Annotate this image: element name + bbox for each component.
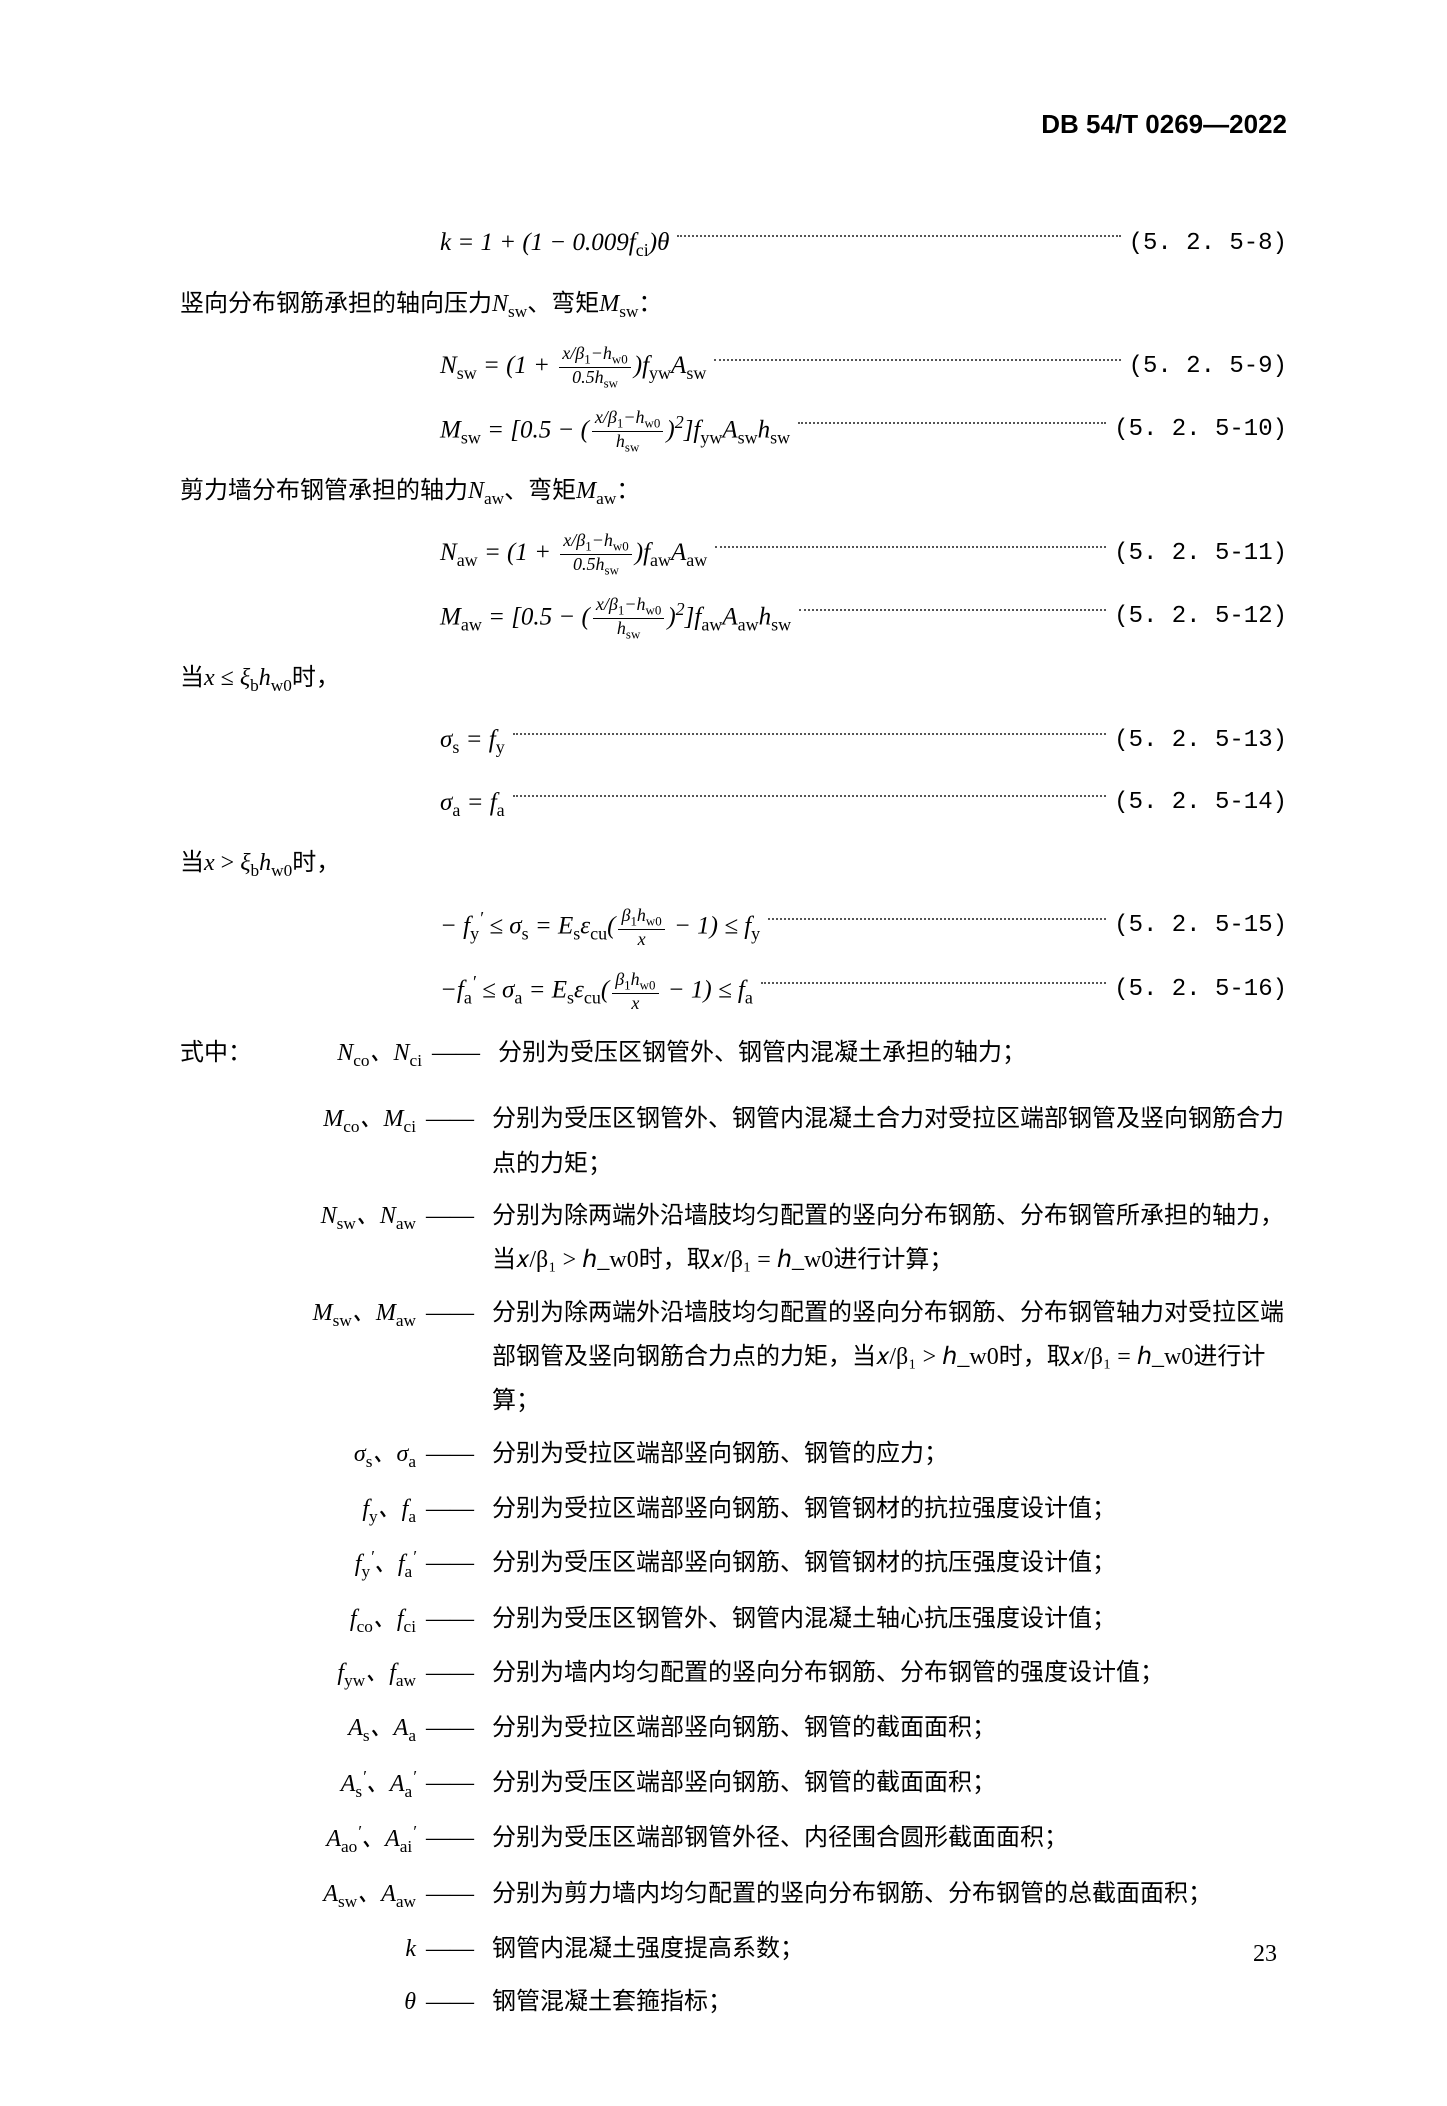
definition-intro-row: 式中： Nco、Nci —— 分别为受压区钢管外、钢管内混凝土承担的轴力； <box>180 1031 1287 1078</box>
paragraph: 当x ≤ ξbhw0时， <box>180 656 1287 703</box>
equation-row: σs = fy (5. 2. 5-13) <box>180 716 1287 764</box>
definition-text: 分别为受压区钢管外、钢管内混凝土承担的轴力； <box>498 1031 1287 1078</box>
doc-header: DB 54/T 0269—2022 <box>180 100 1287 149</box>
definition-text: 分别为受压区钢管外、钢管内混凝土合力对受拉区端部钢管及竖向钢筋合力点的力矩； <box>492 1097 1287 1186</box>
definition-text: 分别为剪力墙内均匀配置的竖向分布钢筋、分布钢管的总截面面积； <box>492 1872 1287 1919</box>
definition-symbol: As、Aa <box>180 1706 420 1753</box>
equation-formula: σa = fa <box>440 779 505 827</box>
definition-text: 分别为受拉区端部竖向钢筋、钢管的应力； <box>492 1432 1287 1479</box>
definition-text: 分别为受拉区端部竖向钢筋、钢管钢材的抗拉强度设计值； <box>492 1487 1287 1534</box>
definition-dash: —— <box>426 1291 486 1424</box>
definition-symbol: fco、fci <box>180 1597 420 1644</box>
definition-symbol: θ <box>180 1980 420 2026</box>
equation-row: − fy′ ≤ σs = Esεcu(β1hw0x − 1) ≤ fy (5. … <box>180 901 1287 951</box>
equation-formula: k = 1 + (1 − 0.009fci)θ <box>440 219 669 267</box>
definition-dash: —— <box>426 1761 486 1809</box>
equation-row: Maw = [0.5 − (x/β1−hw0hsw)2]fawAawhsw (5… <box>180 592 1287 642</box>
page-number: 23 <box>1253 1932 1277 1978</box>
definition-grid: Mco、Mci——分别为受压区钢管外、钢管内混凝土合力对受拉区端部钢管及竖向钢筋… <box>180 1097 1287 2026</box>
equation-number: (5. 2. 5-8) <box>1129 221 1287 267</box>
equation-number: (5. 2. 5-11) <box>1114 531 1287 577</box>
equation-formula: σs = fy <box>440 716 505 764</box>
definition-dash: —— <box>426 1541 486 1589</box>
definition-text: 分别为墙内均匀配置的竖向分布钢筋、分布钢管的强度设计值； <box>492 1651 1287 1698</box>
equation-row: Msw = [0.5 − (x/β1−hw0hsw)2]fywAswhsw (5… <box>180 405 1287 455</box>
definition-dash: —— <box>426 1872 486 1919</box>
equation-number: (5. 2. 5-14) <box>1114 780 1287 826</box>
equation-number: (5. 2. 5-12) <box>1114 594 1287 640</box>
definition-dash: —— <box>426 1816 486 1864</box>
definition-dash: —— <box>426 1651 486 1698</box>
equation-row: σa = fa (5. 2. 5-14) <box>180 779 1287 827</box>
definition-text: 分别为受拉区端部竖向钢筋、钢管的截面面积； <box>492 1706 1287 1753</box>
leader-dots <box>715 546 1106 548</box>
equation-row: Nsw = (1 + x/β1−hw00.5hsw)fywAsw (5. 2. … <box>180 342 1287 391</box>
equation-formula: Nsw = (1 + x/β1−hw00.5hsw)fywAsw <box>440 342 706 391</box>
definition-dash: —— <box>426 1432 486 1479</box>
leader-dots <box>768 918 1106 920</box>
definition-symbol: k <box>180 1927 420 1973</box>
paragraph: 当x > ξbhw0时， <box>180 841 1287 888</box>
definition-symbol: As′、Aa′ <box>180 1761 420 1809</box>
definition-text: 分别为受压区端部竖向钢筋、钢管的截面面积； <box>492 1761 1287 1809</box>
leader-dots <box>513 795 1107 797</box>
definition-symbol: fy、fa <box>180 1487 420 1534</box>
leader-dots <box>799 609 1106 611</box>
definition-symbol: Aao′、Aai′ <box>180 1816 420 1864</box>
definition-symbol: fy′、fa′ <box>180 1541 420 1589</box>
standard-code: DB 54/T 0269—2022 <box>1041 109 1287 139</box>
definition-text: 钢管内混凝土强度提高系数； <box>492 1927 1287 1973</box>
leader-dots <box>513 733 1106 735</box>
definition-symbol: fyw、faw <box>180 1651 420 1698</box>
definition-symbol: Asw、Aaw <box>180 1872 420 1919</box>
definition-text: 分别为受压区钢管外、钢管内混凝土轴心抗压强度设计值； <box>492 1597 1287 1644</box>
leader-dots <box>714 359 1120 361</box>
definition-dash: —— <box>432 1031 492 1078</box>
equation-row: k = 1 + (1 − 0.009fci)θ (5. 2. 5-8) <box>180 219 1287 267</box>
paragraph: 剪力墙分布钢管承担的轴力Naw、弯矩Maw： <box>180 469 1287 516</box>
equation-formula: Naw = (1 + x/β1−hw00.5hsw)fawAaw <box>440 529 707 578</box>
definition-dash: —— <box>426 1706 486 1753</box>
definition-text: 分别为除两端外沿墙肢均匀配置的竖向分布钢筋、分布钢管所承担的轴力，当𝑥/β₁ >… <box>492 1194 1287 1283</box>
definition-symbol: Mco、Mci <box>180 1097 420 1186</box>
definition-dash: —— <box>426 1487 486 1534</box>
definition-text: 分别为除两端外沿墙肢均匀配置的竖向分布钢筋、分布钢管轴力对受拉区端部钢管及竖向钢… <box>492 1291 1287 1424</box>
definition-text: 分别为受压区端部竖向钢筋、钢管钢材的抗压强度设计值； <box>492 1541 1287 1589</box>
leader-dots <box>798 422 1106 424</box>
definition-dash: —— <box>426 1097 486 1186</box>
equation-row: −fa′ ≤ σa = Esεcu(β1hw0x − 1) ≤ fa (5. 2… <box>180 965 1287 1015</box>
definition-symbol: Nco、Nci <box>276 1031 426 1078</box>
definition-symbol: σs、σa <box>180 1432 420 1479</box>
equation-formula: − fy′ ≤ σs = Esεcu(β1hw0x − 1) ≤ fy <box>440 901 760 951</box>
definition-symbol: Nsw、Naw <box>180 1194 420 1283</box>
definition-dash: —— <box>426 1927 486 1973</box>
equation-number: (5. 2. 5-13) <box>1114 718 1287 764</box>
equation-formula: −fa′ ≤ σa = Esεcu(β1hw0x − 1) ≤ fa <box>440 965 753 1015</box>
leader-dots <box>761 982 1106 984</box>
definition-text: 分别为受压区端部钢管外径、内径围合圆形截面面积； <box>492 1816 1287 1864</box>
definition-dash: —— <box>426 1980 486 2026</box>
equation-number: (5. 2. 5-15) <box>1114 903 1287 949</box>
leader-dots <box>677 235 1120 237</box>
definition-text: 钢管混凝土套箍指标； <box>492 1980 1287 2026</box>
equation-number: (5. 2. 5-16) <box>1114 967 1287 1013</box>
paragraph: 竖向分布钢筋承担的轴向压力Nsw、弯矩Msw： <box>180 282 1287 329</box>
definition-label: 式中： <box>180 1031 270 1078</box>
equation-formula: Maw = [0.5 − (x/β1−hw0hsw)2]fawAawhsw <box>440 592 791 642</box>
equation-number: (5. 2. 5-9) <box>1129 344 1287 390</box>
equation-formula: Msw = [0.5 − (x/β1−hw0hsw)2]fywAswhsw <box>440 405 790 455</box>
equation-number: (5. 2. 5-10) <box>1114 407 1287 453</box>
definition-symbol: Msw、Maw <box>180 1291 420 1424</box>
definition-dash: —— <box>426 1194 486 1283</box>
definition-dash: —— <box>426 1597 486 1644</box>
equation-row: Naw = (1 + x/β1−hw00.5hsw)fawAaw (5. 2. … <box>180 529 1287 578</box>
